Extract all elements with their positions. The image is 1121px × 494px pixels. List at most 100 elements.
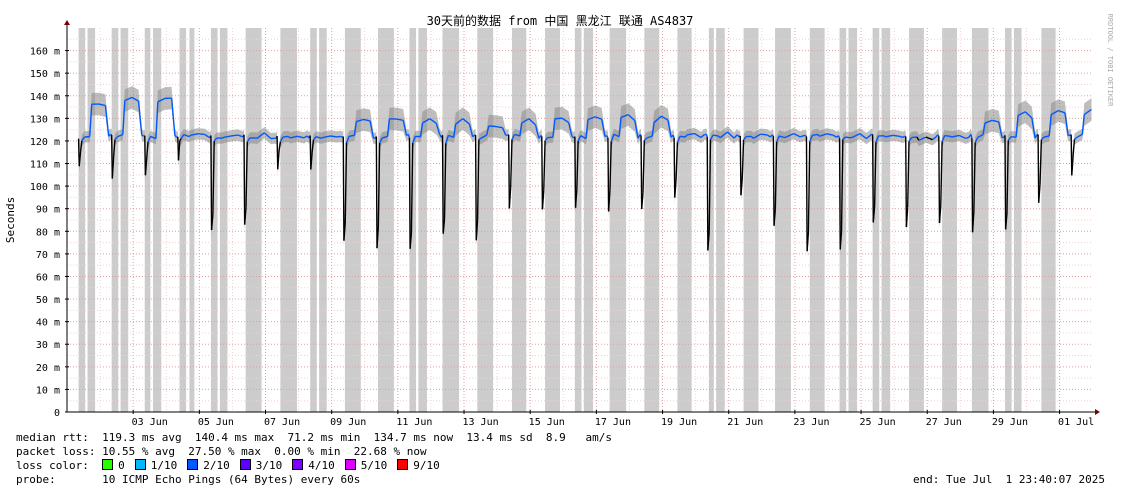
median-segment — [687, 132, 695, 136]
median-segment — [356, 118, 364, 123]
median-segment — [534, 124, 540, 139]
x-tick-label: 19 Jun — [661, 417, 697, 428]
loss-color-item-label: 9/10 — [413, 459, 440, 472]
median-segment — [705, 134, 708, 138]
median-segment — [925, 136, 933, 141]
median-segment — [353, 121, 358, 136]
median-segment — [837, 135, 841, 139]
median-segment — [610, 134, 615, 142]
median-segment — [944, 134, 951, 138]
median-segment — [577, 135, 582, 142]
median-segment — [580, 135, 587, 140]
median-segment — [1083, 108, 1092, 116]
median-segment — [112, 139, 116, 157]
median-segment — [1006, 140, 1009, 214]
loss-color-item: 9/10 — [397, 459, 440, 472]
median-segment — [977, 134, 984, 138]
median-segment — [377, 142, 381, 228]
median-segment — [965, 136, 970, 140]
loss-color-row: loss color: 0 1/10 2/10 3/10 4/10 5/10 9/10 — [16, 459, 450, 473]
median-segment — [110, 133, 113, 136]
median-segment — [1043, 135, 1050, 138]
grid-layer — [67, 28, 1092, 412]
median-segment — [410, 143, 414, 234]
median-segment — [1001, 136, 1005, 139]
median-segment — [237, 134, 242, 137]
median-segment — [310, 151, 313, 170]
median-segment — [435, 123, 441, 135]
median-segment — [363, 118, 371, 122]
median-segment — [495, 125, 503, 129]
median-segment — [131, 96, 139, 102]
median-segment — [279, 136, 284, 143]
median-segment — [1064, 112, 1069, 136]
median-segment — [1015, 115, 1019, 138]
median-segment — [330, 135, 338, 138]
median-segment — [607, 190, 611, 212]
median-segment — [786, 132, 794, 138]
median-segment — [1031, 117, 1036, 139]
median-segment — [1072, 139, 1076, 156]
median-segment — [540, 134, 543, 137]
median-segment — [760, 133, 768, 136]
median-segment — [501, 127, 507, 136]
x-tick-label: 01 Jul — [1058, 417, 1094, 428]
median-line-layer — [77, 96, 1092, 252]
median-segment — [382, 135, 388, 139]
median-segment — [643, 137, 648, 141]
loss-shading-band — [881, 28, 891, 412]
median-segment — [419, 122, 424, 137]
loss-shading-band — [280, 28, 297, 412]
median-segment — [278, 141, 282, 151]
median-segment — [817, 133, 821, 137]
median-segment — [613, 133, 620, 138]
median-segment — [750, 135, 754, 139]
median-segment — [885, 134, 894, 138]
median-segment — [155, 101, 159, 139]
median-segment — [349, 134, 355, 137]
median-segment — [634, 120, 639, 139]
loss-color-item: 0 — [102, 459, 125, 472]
median-segment — [706, 136, 709, 251]
loss-color-swatch — [239, 459, 251, 470]
y-axis-arrow — [64, 20, 70, 25]
loss-color-swatch — [397, 459, 409, 470]
loss-color-item: 2/10 — [187, 459, 230, 472]
x-tick-label: 25 Jun — [860, 417, 896, 428]
packet-loss-row: packet loss: 10.55 % avg 27.50 % max 0.0… — [16, 445, 427, 459]
median-segment — [407, 134, 411, 138]
median-segment — [509, 139, 513, 188]
y-tick-label: 40 m — [36, 318, 60, 329]
end-time: end: Tue Jul 1 23:40:07 2025 — [912, 473, 1105, 486]
median-segment — [514, 133, 521, 137]
loss-shading-band — [609, 28, 627, 412]
median-segment — [627, 114, 636, 122]
median-segment — [141, 134, 145, 137]
median-segment — [940, 141, 943, 206]
y-tick-label: 140 m — [30, 92, 60, 103]
median-segment — [806, 231, 810, 252]
median-segment — [1050, 109, 1059, 116]
loss-shading-band — [144, 28, 151, 412]
median-segment — [150, 135, 157, 140]
median-segment — [386, 118, 391, 137]
median-segment — [468, 123, 474, 137]
median-segment — [883, 135, 887, 138]
x-tick-label: 07 Jun — [264, 417, 300, 428]
median-segment — [905, 207, 909, 228]
median-segment — [146, 141, 149, 159]
median-segment — [951, 134, 960, 138]
y-axis-label: Seconds — [4, 197, 17, 243]
median-segment — [79, 140, 83, 153]
median-segment — [1074, 136, 1078, 140]
median-segment — [700, 134, 705, 138]
x-tick-label: 21 Jun — [727, 417, 763, 428]
median-segment — [869, 133, 873, 137]
median-segment — [1058, 109, 1066, 114]
x-tick-label: 27 Jun — [926, 417, 962, 428]
median-segment — [511, 134, 516, 140]
median-segment — [210, 135, 213, 230]
median-segment — [409, 233, 413, 249]
median-segment — [872, 206, 876, 223]
loss-color-item-label: 4/10 — [308, 459, 335, 472]
